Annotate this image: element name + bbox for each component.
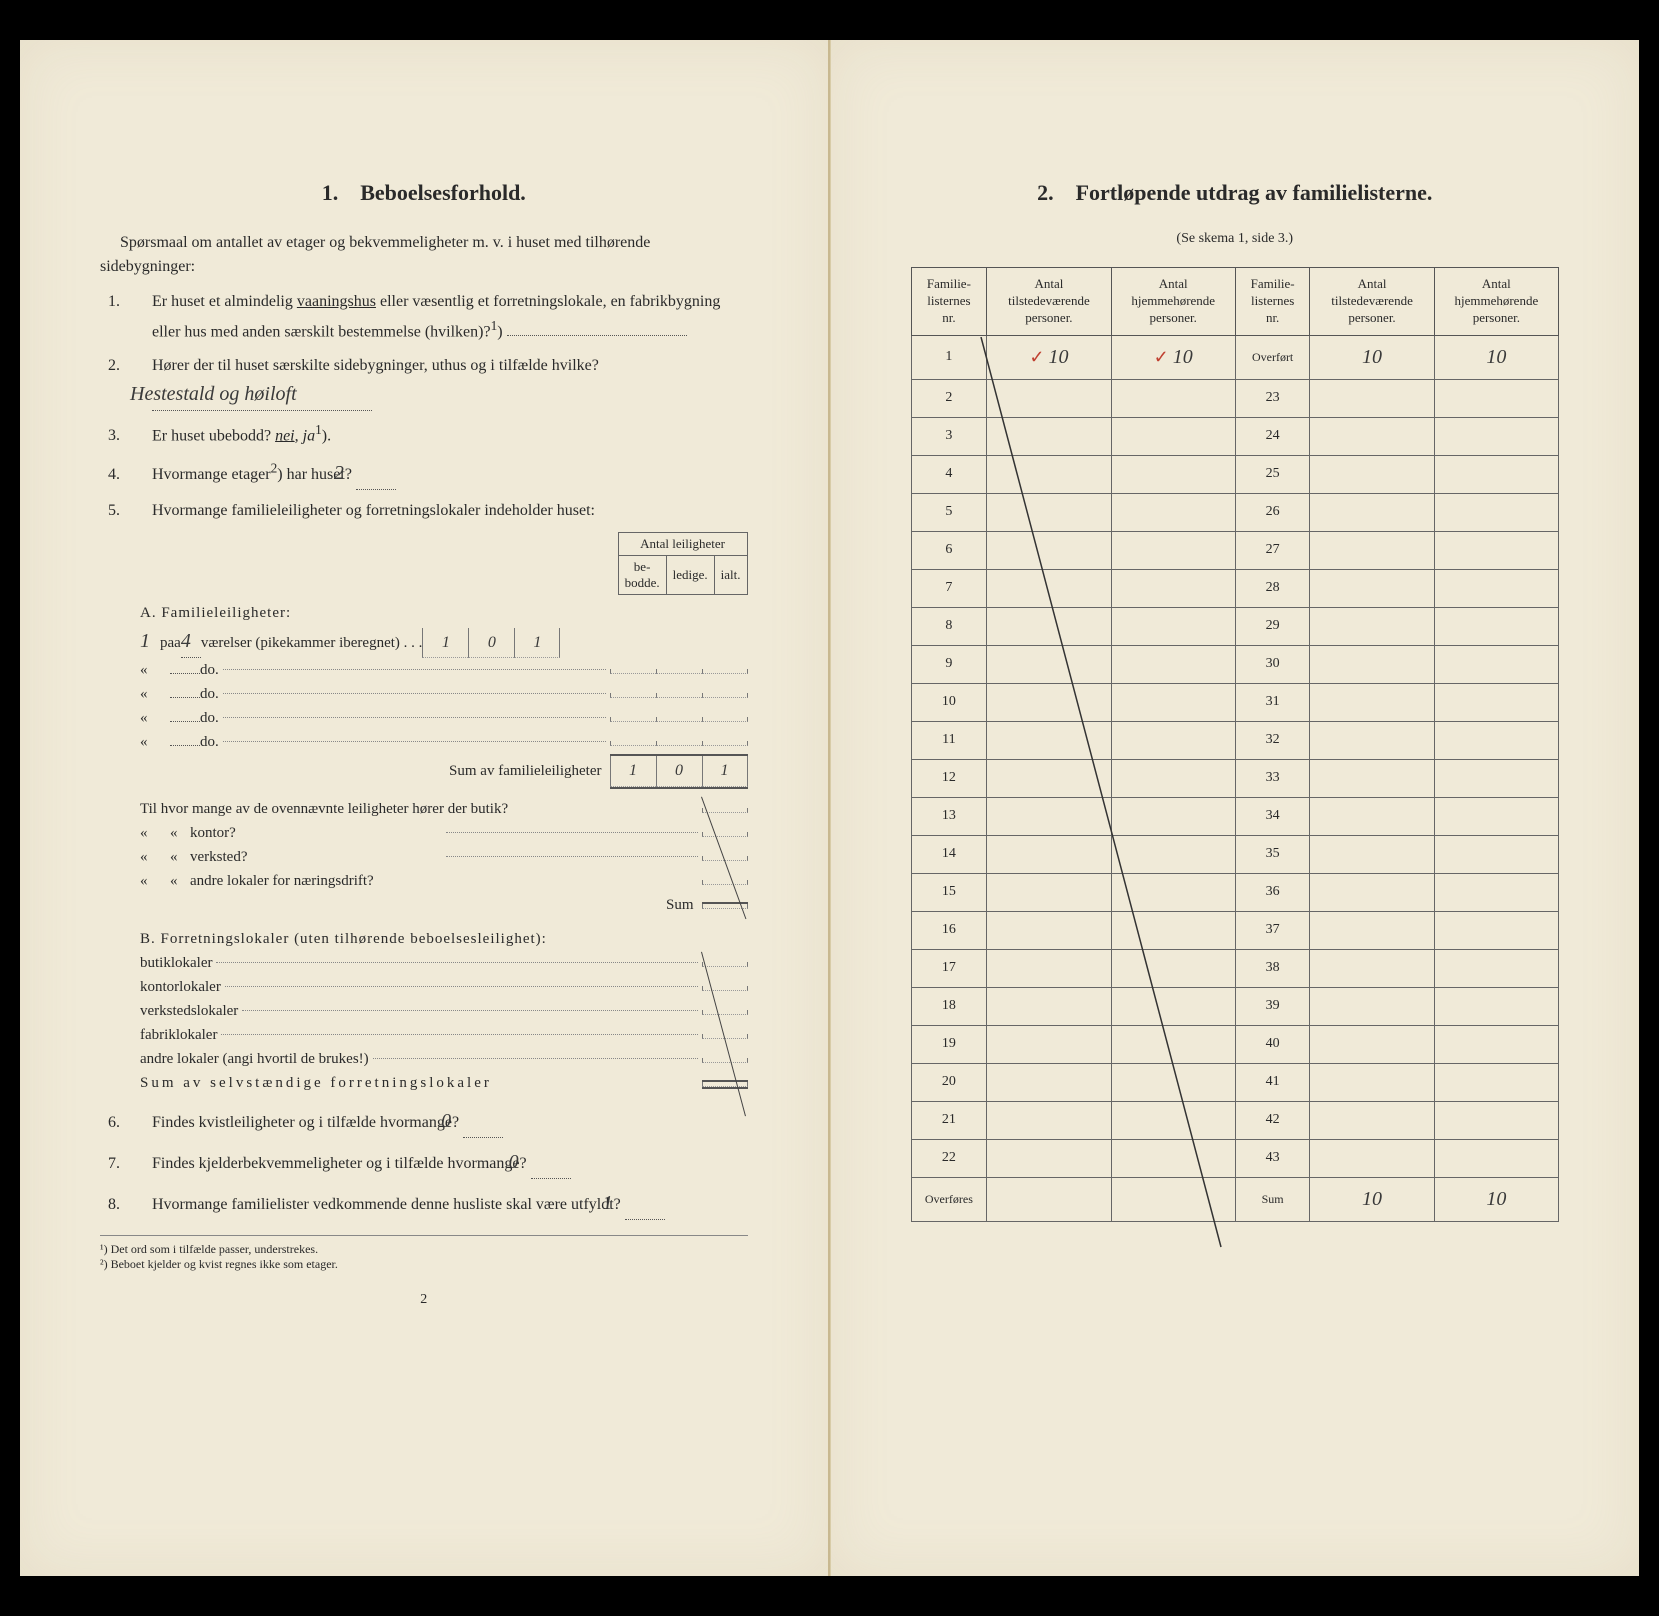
col-ledige: ledige. (666, 555, 714, 594)
section-a-label: A. Familieleiligheter: (140, 601, 748, 625)
a-row-do4: « do. (140, 730, 748, 754)
table-row: 324 (911, 417, 1559, 455)
table-row: 1536 (911, 873, 1559, 911)
th-col2: Antaltilstedeværendepersoner. (987, 268, 1111, 336)
col-bebodde: be-bodde. (618, 555, 666, 594)
section-num: 1. (322, 180, 339, 205)
table-row: 526 (911, 493, 1559, 531)
table-row: 1738 (911, 949, 1559, 987)
left-page: 1. Beboelsesforhold. Spørsmaal om antall… (20, 40, 830, 1576)
table-row: 627 (911, 531, 1559, 569)
question-1: 1.Er huset et almindelig vaaningshus ell… (130, 289, 748, 345)
table-row: 223 (911, 379, 1559, 417)
left-section-title: 1. Beboelsesforhold. (100, 180, 748, 206)
a-row-do1: « do. (140, 658, 748, 682)
section-num: 2. (1037, 180, 1054, 205)
th-col4: Familie-listernesnr. (1235, 268, 1310, 336)
question-6: 6.Findes kvistleiligheter og i tilfælde … (130, 1105, 748, 1138)
right-section-title: 2. Fortløpende utdrag av familielisterne… (911, 180, 1560, 206)
table-row: 829 (911, 607, 1559, 645)
q4-answer: 2 (356, 457, 396, 490)
footnotes: ¹) Det ord som i tilfælde passer, unders… (100, 1235, 748, 1272)
table-row: 2243 (911, 1139, 1559, 1177)
table-row: 425 (911, 455, 1559, 493)
document-spread: 1. Beboelsesforhold. Spørsmaal om antall… (20, 40, 1639, 1576)
table-row: 1435 (911, 835, 1559, 873)
table-row: 1334 (911, 797, 1559, 835)
th-col5: Antaltilstedeværendepersoner. (1310, 268, 1434, 336)
footnote-2: ²) Beboet kjelder og kvist regnes ikke s… (100, 1257, 748, 1272)
section-text: Beboelsesforhold. (360, 180, 526, 205)
th-col6: Antalhjemmehørendepersoner. (1434, 268, 1558, 336)
table-row: 1132 (911, 721, 1559, 759)
table-row: 1637 (911, 911, 1559, 949)
family-table: Familie-listernesnr. Antaltilstedeværend… (911, 267, 1560, 1222)
th-col1: Familie-listernesnr. (911, 268, 987, 336)
question-8: 8.Hvormange familielister vedkommende de… (130, 1187, 748, 1220)
questions-list: 1.Er huset et almindelig vaaningshus ell… (100, 289, 748, 524)
a-extra-block: Til hvor mange av de ovennævnte leilighe… (140, 797, 748, 917)
question-5: 5.Hvormange familieleiligheter og forret… (130, 498, 748, 524)
table-row: 2041 (911, 1063, 1559, 1101)
footnote-1: ¹) Det ord som i tilfælde passer, unders… (100, 1242, 748, 1257)
table-row: 2142 (911, 1101, 1559, 1139)
a-sum: Sum av familieleiligheter 1 0 1 (140, 754, 748, 789)
question-4: 4.Hvormange etager2) har huset? 2 (130, 457, 748, 490)
table-row: OverføresSum1010 (911, 1177, 1559, 1221)
section-b: B. Forretningslokaler (uten tilhørende b… (100, 927, 748, 1095)
table-row: 1839 (911, 987, 1559, 1025)
page-number: 2 (100, 1292, 748, 1308)
a-row-do3: « do. (140, 706, 748, 730)
section-b-label: B. Forretningslokaler (uten tilhørende b… (140, 927, 748, 951)
table-row: 1940 (911, 1025, 1559, 1063)
a-row-1: 1 paa 4 værelser (pikekammer iberegnet) … (140, 625, 748, 659)
question-3: 3.Er huset ubebodd? nei, ja1). (130, 419, 748, 449)
col-ialt: ialt. (714, 555, 747, 594)
question-2: 2.Hører der til huset særskilte sidebygn… (130, 353, 748, 412)
section-a: A. Familieleiligheter: 1 paa 4 værelser … (100, 601, 748, 917)
leilighet-header-table: Antal leiligheter be-bodde. ledige. ialt… (618, 532, 748, 595)
table-row: 1031 (911, 683, 1559, 721)
family-table-wrap: Familie-listernesnr. Antaltilstedeværend… (911, 267, 1560, 1222)
right-subtitle: (Se skema 1, side 3.) (911, 231, 1560, 247)
table-row: 930 (911, 645, 1559, 683)
right-page: 2. Fortløpende utdrag av familielisterne… (830, 40, 1640, 1576)
q1-blank (507, 335, 687, 336)
th-col3: Antalhjemmehørendepersoner. (1111, 268, 1235, 336)
table-row: 1233 (911, 759, 1559, 797)
q2-answer: Hestestald og høiloft (152, 378, 372, 411)
table-row: 1✓10✓10Overført1010 (911, 335, 1559, 379)
section-text: Fortløpende utdrag av familielisterne. (1076, 180, 1433, 205)
table-row: 728 (911, 569, 1559, 607)
question-7: 7.Findes kjelderbekvemmeligheter og i ti… (130, 1146, 748, 1179)
a-row-do2: « do. (140, 682, 748, 706)
questions-6-8: 6.Findes kvistleiligheter og i tilfælde … (100, 1105, 748, 1220)
intro-text: Spørsmaal om antallet av etager og bekve… (100, 231, 748, 279)
